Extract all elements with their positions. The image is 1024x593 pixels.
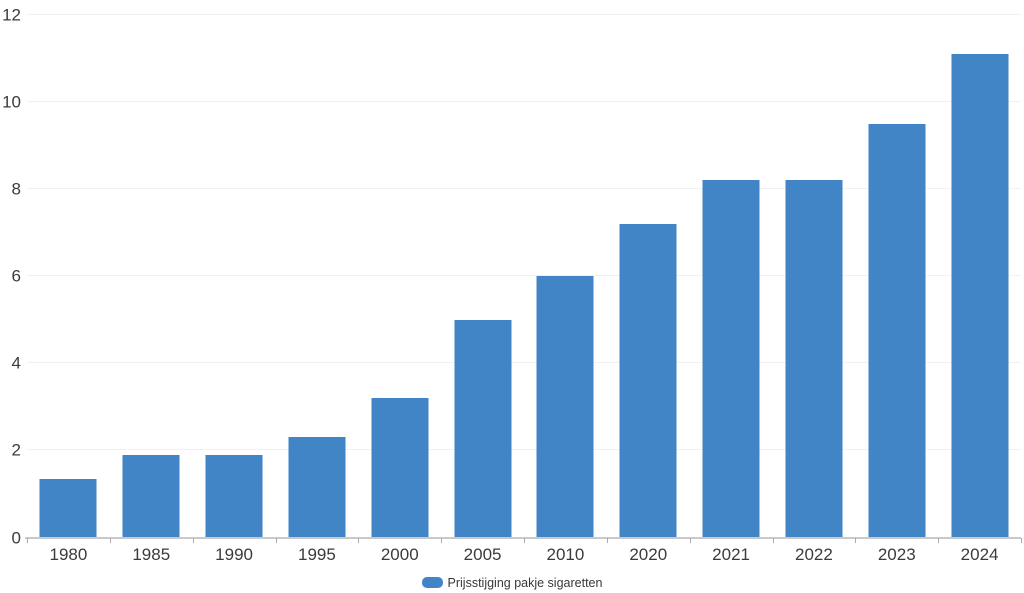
y-axis-tick-label: 6 xyxy=(11,266,21,286)
y-axis-tick-label: 4 xyxy=(11,353,21,373)
bar-1990[interactable] xyxy=(205,454,263,538)
x-axis-tick-label: 2020 xyxy=(629,544,668,564)
gridline xyxy=(27,362,1021,364)
x-axis-tick xyxy=(524,537,525,543)
y-axis-tick-label: 2 xyxy=(11,440,21,460)
legend-label: Prijsstijging pakje sigaretten xyxy=(447,575,603,590)
y-axis-labels: 0 2 4 6 8 10 12 xyxy=(0,7,21,547)
x-axis-tick-label: 1990 xyxy=(215,544,253,564)
x-axis-tick xyxy=(27,537,28,543)
x-axis-tick xyxy=(606,537,608,543)
y-axis-tick-label: 12 xyxy=(2,5,21,25)
gridline xyxy=(27,275,1021,277)
x-axis-tick xyxy=(855,537,857,543)
y-axis-tick-label: 10 xyxy=(2,92,21,112)
bar-2023[interactable] xyxy=(868,123,926,538)
gridline xyxy=(27,101,1021,103)
legend-swatch-icon xyxy=(421,577,443,589)
x-axis-tick-label: 1995 xyxy=(297,544,336,564)
x-axis-tick xyxy=(1021,537,1022,543)
bar-2000[interactable] xyxy=(371,398,429,538)
plot-area: 1980 1985 1990 1995 2000 2005 2010 2020 2021 2022… xyxy=(25,14,1022,563)
x-axis-tick xyxy=(275,537,277,543)
x-axis-line xyxy=(25,536,1021,539)
y-axis-tick-label: 8 xyxy=(11,179,21,199)
x-axis-tick-label: 2023 xyxy=(877,544,916,564)
x-axis-tick-label: 2024 xyxy=(960,544,999,564)
bar-2005[interactable] xyxy=(454,319,512,538)
bar-1980[interactable] xyxy=(39,478,97,538)
x-axis-tick xyxy=(441,537,443,543)
bar-1985[interactable] xyxy=(122,454,180,538)
bar-2010[interactable] xyxy=(536,276,594,538)
bar-2020[interactable] xyxy=(619,224,677,538)
x-axis-tick-label: 2021 xyxy=(712,544,750,564)
bar-2024[interactable] xyxy=(951,54,1009,538)
bar-2021[interactable] xyxy=(702,180,760,538)
bar-1995[interactable] xyxy=(288,437,346,538)
bar-2022[interactable] xyxy=(785,180,843,538)
x-axis-tick xyxy=(938,537,940,543)
x-axis-tick-label: 1985 xyxy=(132,544,171,564)
gridline xyxy=(27,449,1021,451)
x-axis-tick xyxy=(358,537,360,543)
x-axis-tick-label: 1980 xyxy=(49,544,88,564)
x-axis-tick xyxy=(772,537,774,543)
x-axis-tick xyxy=(192,537,194,543)
x-axis-tick-label: 2005 xyxy=(463,544,502,564)
x-axis-tick xyxy=(109,537,111,543)
x-axis-tick-label: 2022 xyxy=(794,544,833,564)
x-axis-tick-label: 2010 xyxy=(546,544,585,564)
x-axis-tick xyxy=(689,537,691,543)
legend-item[interactable]: Prijsstijging pakje sigaretten xyxy=(0,575,1024,590)
gridline xyxy=(27,14,1021,15)
x-axis-tick-label: 2000 xyxy=(380,544,419,564)
gridline xyxy=(27,188,1021,190)
y-axis-tick-label: 0 xyxy=(11,528,21,547)
